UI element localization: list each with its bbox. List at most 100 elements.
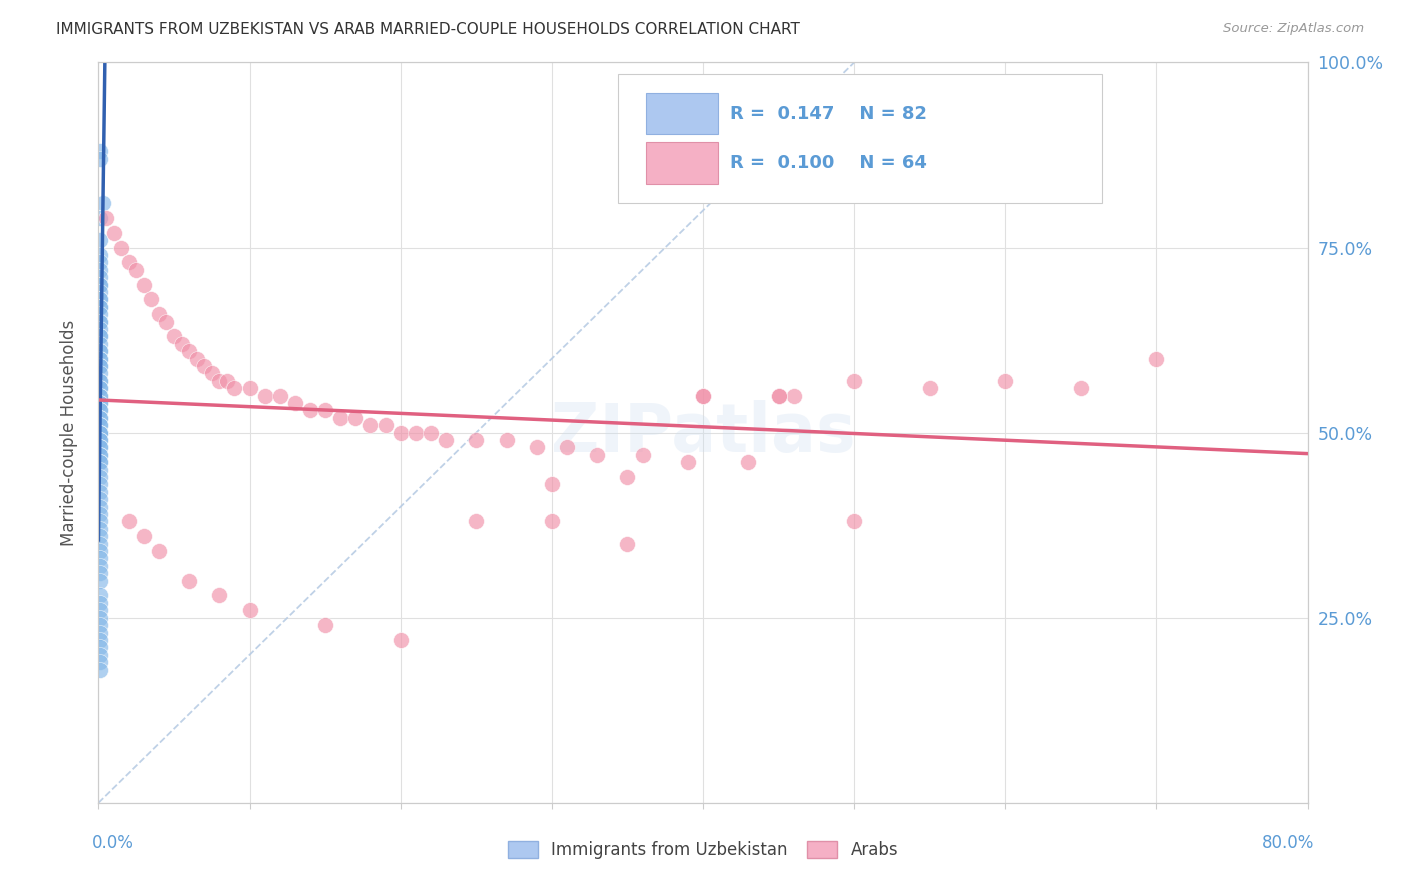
Point bbox=[89, 544, 111, 558]
Point bbox=[89, 462, 111, 476]
Point bbox=[89, 477, 111, 491]
Point bbox=[89, 359, 111, 373]
Point bbox=[89, 403, 111, 417]
Point bbox=[434, 433, 457, 447]
Point bbox=[994, 374, 1017, 388]
Point bbox=[89, 374, 111, 388]
Point bbox=[526, 441, 548, 455]
Point bbox=[89, 655, 111, 669]
Point bbox=[89, 566, 111, 581]
Point bbox=[89, 433, 111, 447]
Point bbox=[89, 152, 111, 166]
Point bbox=[89, 441, 111, 455]
Point bbox=[179, 574, 201, 588]
Point bbox=[918, 381, 941, 395]
Point bbox=[89, 329, 111, 343]
Point bbox=[89, 492, 111, 507]
Point bbox=[89, 425, 111, 440]
Legend: Immigrants from Uzbekistan, Arabs: Immigrants from Uzbekistan, Arabs bbox=[501, 834, 905, 866]
Text: Source: ZipAtlas.com: Source: ZipAtlas.com bbox=[1223, 22, 1364, 36]
Point bbox=[89, 448, 111, 462]
Point bbox=[89, 418, 111, 433]
Point bbox=[89, 625, 111, 640]
Point bbox=[239, 603, 262, 617]
Point bbox=[89, 300, 111, 314]
Point bbox=[89, 314, 111, 328]
Point bbox=[89, 329, 111, 343]
Point bbox=[89, 285, 111, 299]
FancyBboxPatch shape bbox=[619, 73, 1102, 203]
Point bbox=[465, 433, 488, 447]
Point bbox=[89, 425, 111, 440]
Text: IMMIGRANTS FROM UZBEKISTAN VS ARAB MARRIED-COUPLE HOUSEHOLDS CORRELATION CHART: IMMIGRANTS FROM UZBEKISTAN VS ARAB MARRI… bbox=[56, 22, 800, 37]
Point bbox=[89, 396, 111, 410]
Point bbox=[91, 196, 114, 211]
Point bbox=[132, 529, 155, 543]
Point bbox=[148, 307, 170, 321]
Point bbox=[89, 293, 111, 307]
Point bbox=[299, 403, 322, 417]
Point bbox=[89, 455, 111, 469]
Point bbox=[676, 455, 699, 469]
Point bbox=[374, 418, 396, 433]
Point bbox=[89, 262, 111, 277]
Text: 0.0%: 0.0% bbox=[91, 834, 134, 852]
FancyBboxPatch shape bbox=[647, 93, 717, 135]
Point bbox=[89, 558, 111, 573]
Point bbox=[89, 396, 111, 410]
Point bbox=[89, 410, 111, 425]
Point bbox=[405, 425, 427, 440]
Point bbox=[89, 529, 111, 543]
Point bbox=[89, 448, 111, 462]
Point bbox=[1144, 351, 1167, 366]
Point bbox=[344, 410, 367, 425]
Point bbox=[89, 640, 111, 655]
Point bbox=[208, 374, 231, 388]
Point bbox=[768, 388, 790, 402]
Point bbox=[170, 336, 193, 351]
Point bbox=[89, 233, 111, 247]
Text: R =  0.147    N = 82: R = 0.147 N = 82 bbox=[730, 104, 927, 122]
Point bbox=[89, 484, 111, 499]
Point bbox=[89, 388, 111, 402]
Point bbox=[314, 403, 336, 417]
Point bbox=[89, 507, 111, 521]
Text: R =  0.100    N = 64: R = 0.100 N = 64 bbox=[730, 154, 927, 172]
Point bbox=[89, 522, 111, 536]
Point bbox=[495, 433, 517, 447]
Point bbox=[163, 329, 186, 343]
Point bbox=[186, 351, 208, 366]
Point bbox=[89, 344, 111, 359]
Point bbox=[360, 418, 382, 433]
Point bbox=[89, 470, 111, 484]
Point bbox=[89, 589, 111, 603]
Point bbox=[89, 307, 111, 321]
Point bbox=[555, 441, 578, 455]
Point bbox=[89, 648, 111, 662]
Point bbox=[103, 226, 125, 240]
Point bbox=[89, 455, 111, 469]
Point bbox=[89, 632, 111, 647]
Point bbox=[692, 388, 714, 402]
Point bbox=[94, 211, 117, 225]
Point bbox=[89, 336, 111, 351]
Point bbox=[89, 663, 111, 677]
Point bbox=[89, 344, 111, 359]
Point bbox=[89, 300, 111, 314]
Point bbox=[89, 293, 111, 307]
Point bbox=[389, 425, 412, 440]
Point bbox=[723, 166, 745, 180]
Point bbox=[616, 536, 638, 550]
Point bbox=[269, 388, 291, 402]
Point bbox=[89, 374, 111, 388]
Point bbox=[132, 277, 155, 292]
Text: 80.0%: 80.0% bbox=[1263, 834, 1315, 852]
Point bbox=[1070, 381, 1092, 395]
Point bbox=[692, 388, 714, 402]
Point bbox=[89, 277, 111, 292]
Point bbox=[89, 351, 111, 366]
Point bbox=[89, 618, 111, 632]
Point bbox=[89, 381, 111, 395]
Point bbox=[89, 270, 111, 285]
Y-axis label: Married-couple Households: Married-couple Households bbox=[59, 319, 77, 546]
